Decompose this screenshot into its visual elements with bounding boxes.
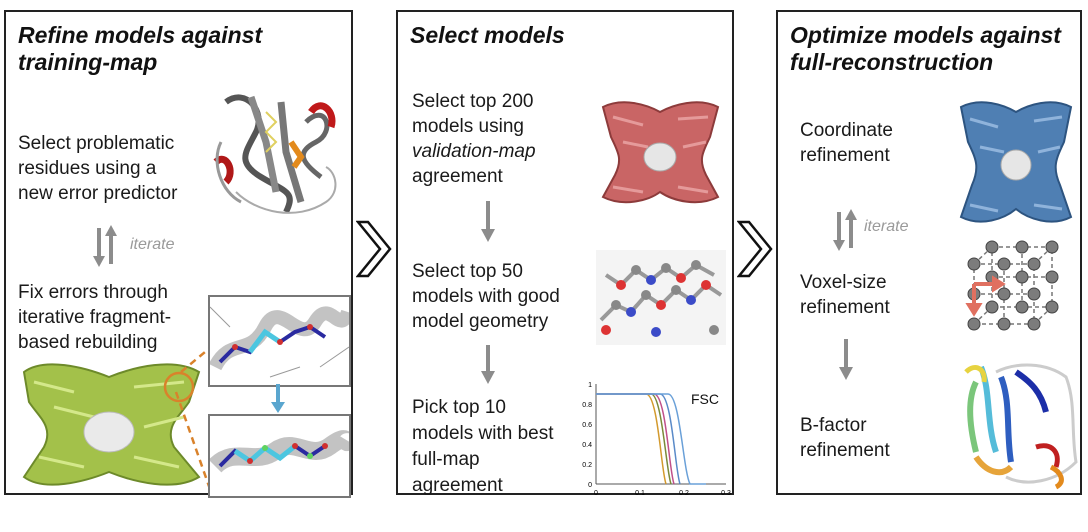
panel-title-line: Refine models against: [18, 22, 263, 48]
fsc-curve: [596, 393, 706, 485]
fsc-ytick: 0.2: [582, 462, 592, 469]
down-arrow-icon: [838, 339, 854, 381]
text-line: refinement: [800, 440, 890, 461]
fsc-ytick: 0.6: [582, 422, 592, 429]
fsc-curve: [596, 393, 675, 485]
chevron-right-icon: [356, 220, 392, 278]
text-line: Pick top 10: [412, 397, 506, 418]
training-map-density-image: [14, 357, 209, 492]
voxel-grid-image: [964, 239, 1059, 339]
fsc-ytick: 0.8: [582, 402, 592, 409]
text-line: models using: [412, 116, 524, 137]
panel-title: Refine models against training-map: [18, 22, 262, 76]
text-line: agreement: [412, 475, 503, 496]
iterate-arrows-icon: [92, 224, 118, 268]
iterate-label: iterate: [130, 236, 175, 253]
panel-title: Select models: [410, 22, 565, 48]
iterate-label: iterate: [864, 218, 909, 235]
b-factor-ribbon-image: [956, 352, 1081, 492]
text-line: models with good: [412, 286, 560, 307]
panel-select-models: Select models Select top 200 models usin…: [396, 10, 734, 497]
full-reconstruction-density-image: [956, 97, 1076, 227]
fsc-xtick: 0: [594, 490, 598, 497]
step-fix-errors-text: Fix errors through iterative fragment- b…: [18, 280, 171, 355]
step-voxel-size-refinement-text: Coordinate Voxel-size refinement: [800, 270, 890, 320]
fsc-xtick: 0.2: [679, 490, 689, 497]
step-b-factor-refinement-text: B-factor refinement: [800, 413, 890, 463]
text-line-italic: validation-map: [412, 139, 536, 164]
fsc-ytick: 0: [588, 482, 592, 489]
italic-term: validation-map: [412, 141, 536, 162]
fsc-label: FSC: [691, 391, 719, 407]
text-line: model geometry: [412, 311, 549, 332]
zoom-after-rebuild-image: [208, 414, 351, 498]
fsc-curve: [596, 393, 667, 485]
text-line: Voxel-size: [800, 272, 887, 293]
ball-and-stick-model-image: [596, 250, 726, 345]
rebuild-down-arrow-icon: [271, 384, 285, 414]
text-line: based rebuilding: [18, 332, 158, 353]
text-line: full-map: [412, 449, 480, 470]
text-line: models with best: [412, 423, 554, 444]
step-coordinate-refinement-text: Coordinate refinement: [800, 118, 893, 168]
step-select-residues-text: Select problematic residues using a new …: [18, 131, 177, 206]
fsc-ytick: 0.4: [582, 442, 592, 449]
text-line: agreement: [412, 166, 503, 187]
text-line: Fix errors through: [18, 282, 168, 303]
fsc-ytick: 1: [588, 382, 592, 389]
text-line: B-factor: [800, 415, 867, 436]
panel-title-line: Optimize models against: [790, 22, 1061, 48]
text-line: Select top 200: [412, 91, 534, 112]
fsc-xtick: 0.1: [635, 490, 645, 497]
text-line: residues using a: [18, 158, 157, 179]
zoom-before-rebuild-image: [208, 295, 351, 387]
text-line: refinement: [800, 145, 890, 166]
step-top-50-text: Select top 50 models with good model geo…: [412, 259, 560, 334]
validation-map-density-image: [598, 97, 723, 207]
panel-refine-training-map: Refine models against training-map Selec…: [4, 10, 353, 498]
fsc-xtick: 0.3: [721, 490, 731, 497]
text-line: iterative fragment-: [18, 307, 172, 328]
fsc-curve-chart: 1 0.8 0.6 0.4 0.2 0 0 0.1 0.2 0.3 FSC: [576, 380, 731, 497]
chevron-right-icon: [737, 220, 773, 278]
panel-title-line: training-map: [18, 49, 158, 75]
text-line: Coordinate: [800, 120, 893, 141]
down-arrow-icon: [480, 201, 496, 243]
panel-title: Optimize models against full-reconstruct…: [790, 22, 1061, 76]
text-line: new error predictor: [18, 183, 178, 204]
zoom-connector-lines: [174, 346, 213, 493]
iterate-arrows-icon: [832, 208, 858, 252]
panel-title-line: full-reconstruction: [790, 49, 994, 75]
step-top-200-text: Select top 200 models using validation-m…: [412, 89, 536, 189]
text-line: Select problematic: [18, 133, 175, 154]
panel-optimize-full-reconstruction: Optimize models against full-reconstruct…: [776, 10, 1082, 495]
text-line: Select top 50: [412, 261, 523, 282]
text-line: refinement: [800, 297, 890, 318]
protein-ribbon-image: [206, 82, 346, 227]
step-top-10-text: Pick top 10 models with best full-map ag…: [412, 395, 554, 499]
down-arrow-icon: [480, 345, 496, 385]
